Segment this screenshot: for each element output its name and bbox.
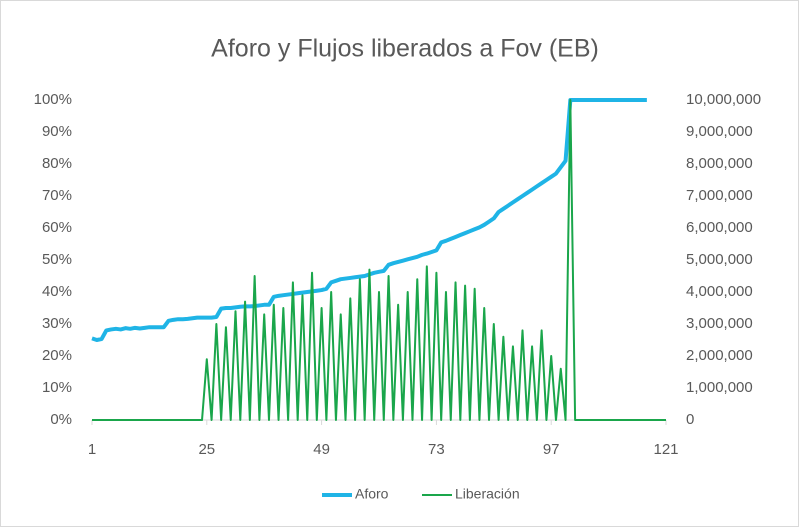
y-tick-label: 70% [42, 187, 72, 204]
y2-tick-label: 8,000,000 [686, 155, 753, 172]
y2-tick-label: 9,000,000 [686, 123, 753, 140]
x-tick-label: 121 [653, 441, 678, 458]
y2-tick-label: 10,000,000 [686, 91, 761, 108]
y-tick-label: 10% [42, 379, 72, 396]
x-tick-label: 49 [313, 441, 330, 458]
y2-tick-label: 6,000,000 [686, 219, 753, 236]
y2-tick-label: 4,000,000 [686, 283, 753, 300]
y2-tick-label: 0 [686, 411, 694, 428]
y2-tick-label: 2,000,000 [686, 347, 753, 364]
chart-title: Aforo y Flujos liberados a Fov (EB) [211, 35, 599, 63]
series-line [92, 99, 666, 421]
y2-tick-label: 5,000,000 [686, 251, 753, 268]
legend-label: Liberación [455, 486, 520, 502]
legend-label: Aforo [355, 486, 389, 502]
y-tick-label: 80% [42, 155, 72, 172]
x-tick-label: 25 [198, 441, 215, 458]
y-tick-label: 0% [50, 411, 72, 428]
y2-tick-label: 3,000,000 [686, 315, 753, 332]
y-tick-label: 20% [42, 347, 72, 364]
y-tick-label: 60% [42, 219, 72, 236]
y-tick-label: 90% [42, 123, 72, 140]
y-tick-label: 50% [42, 251, 72, 268]
y-tick-label: 100% [34, 91, 72, 108]
x-tick-label: 1 [88, 441, 96, 458]
x-tick-label: 73 [428, 441, 445, 458]
y-tick-label: 30% [42, 315, 72, 332]
y2-tick-label: 1,000,000 [686, 379, 753, 396]
x-tick-label: 97 [543, 441, 560, 458]
y2-tick-label: 7,000,000 [686, 187, 753, 204]
y-tick-label: 40% [42, 283, 72, 300]
